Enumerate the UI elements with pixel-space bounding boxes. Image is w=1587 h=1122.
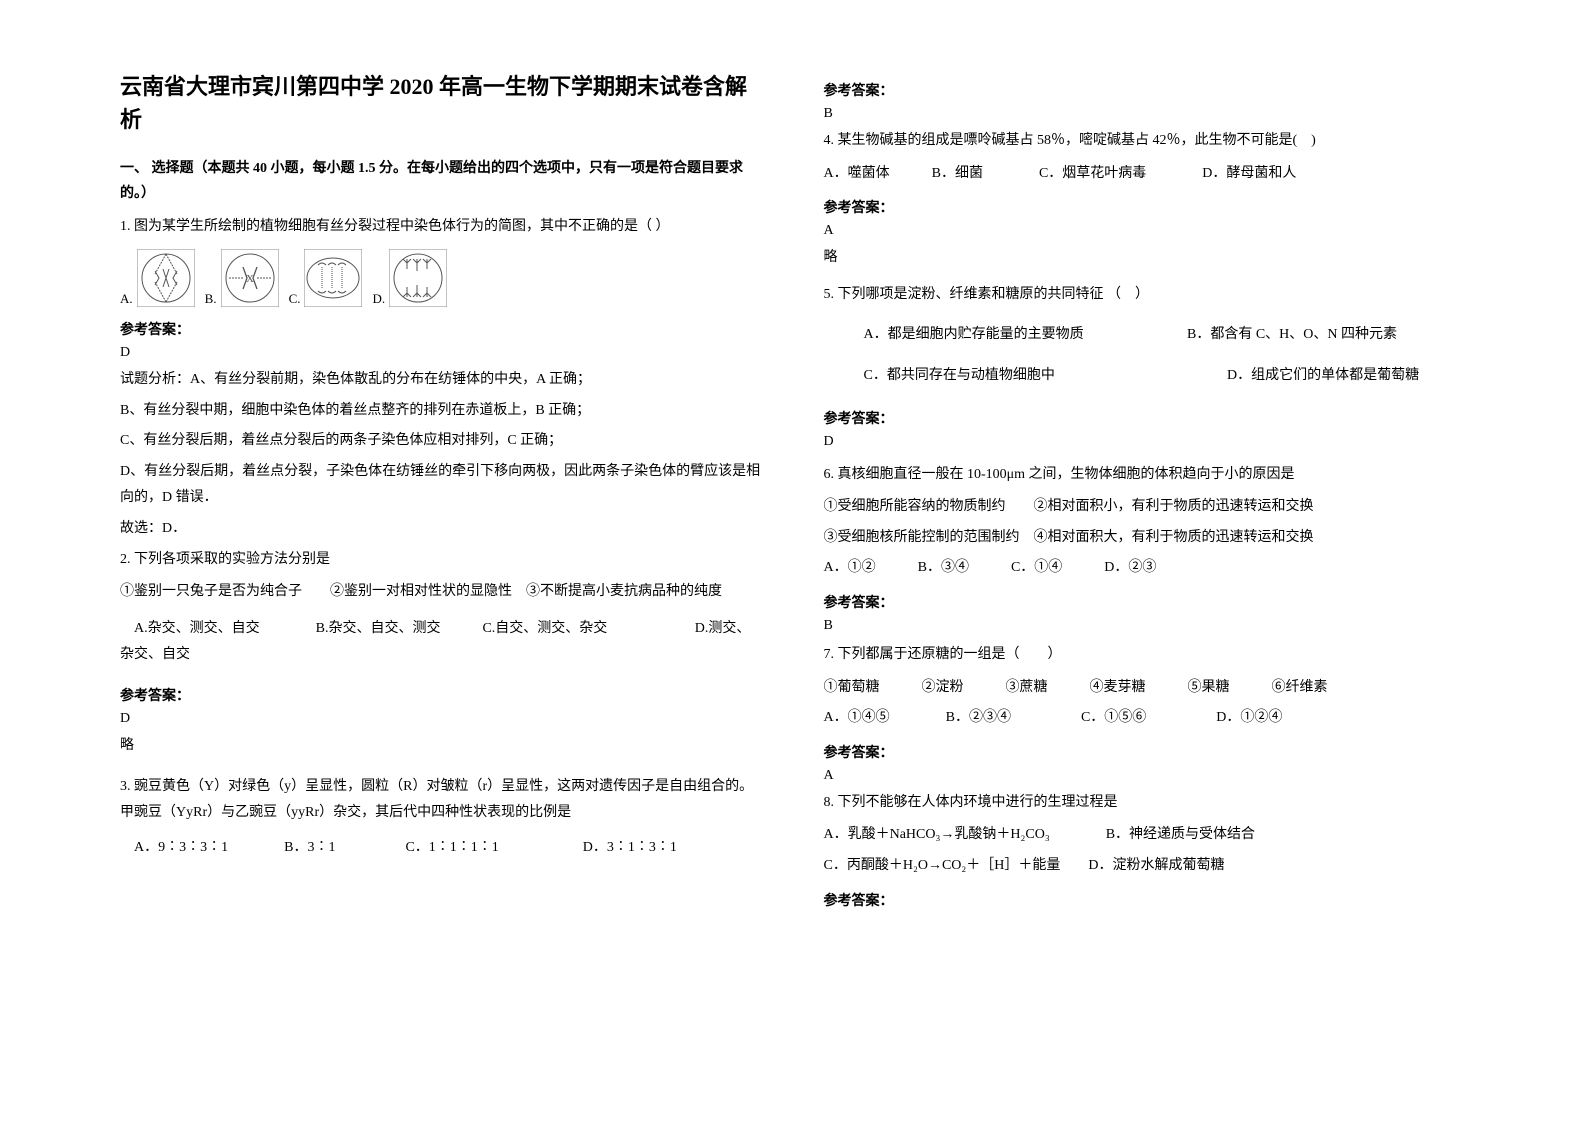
q1-answer-label: 参考答案： <box>120 319 764 339</box>
q1-text: 1. 图为某学生所绘制的植物细胞有丝分裂过程中染色体行为的简图，其中不正确的是（… <box>120 214 764 241</box>
q1-figure-c: C. <box>289 249 363 307</box>
q1-exp-3: D、有丝分裂后期，着丝点分裂，子染色体在纺锤丝的牵引下移向两极，因此两条子染色体… <box>120 459 764 512</box>
q6-line2: ③受细胞核所能控制的范围制约 ④相对面积大，有利于物质的迅速转运和交换 <box>824 525 1468 552</box>
section-1-heading: 一、 选择题（本题共 40 小题，每小题 1.5 分。在每小题给出的四个选项中，… <box>120 156 764 206</box>
q3-options: A．9∶3∶3∶1 B．3∶1 C．1∶1∶1∶1 D．3∶1∶3∶1 <box>120 835 764 862</box>
q8-line2: C．丙酮酸＋H₂O→CO₂＋［H］＋能量 D．淀粉水解成葡萄糖 <box>824 853 1468 880</box>
q1-exp-0: 试题分析：A、有丝分裂前期，染色体散乱的分布在纺锤体的中央，A 正确； <box>120 367 764 394</box>
q5-answer: D <box>824 434 1468 450</box>
document-title: 云南省大理市宾川第四中学 2020 年高一生物下学期期末试卷含解析 <box>120 70 764 136</box>
cell-diagram-d-icon <box>389 249 447 307</box>
q8-line1: A．乳酸＋NaHCO₃→乳酸钠＋H₂CO₃ B．神经递质与受体结合 <box>824 822 1468 849</box>
q1-answer: D <box>120 345 764 361</box>
q4-text: 4. 某生物碱基的组成是嘌呤碱基占 58％，嘧啶碱基占 42％，此生物不可能是(… <box>824 128 1468 155</box>
q7-answer: A <box>824 768 1468 784</box>
q1-exp-4: 故选：D． <box>120 516 764 543</box>
q5-opt-a: A．都是细胞内贮存能量的主要物质 <box>864 322 1184 349</box>
q6-answer: B <box>824 618 1468 634</box>
q4-extra: 略 <box>824 245 1468 272</box>
q5-text: 5. 下列哪项是淀粉、纤维素和糖原的共同特征 （ ） <box>824 282 1468 309</box>
q2-subtext: ①鉴别一只兔子是否为纯合子 ②鉴别一对相对性状的显隐性 ③不断提高小麦抗病品种的… <box>120 579 764 606</box>
cell-diagram-a-icon <box>137 249 195 307</box>
q5-opt-d: D．组成它们的单体都是葡萄糖 <box>1227 368 1419 383</box>
q1-figure-a: A. <box>120 249 195 307</box>
q4-answer-label: 参考答案： <box>824 197 1468 217</box>
q1-exp-1: B、有丝分裂中期，细胞中染色体的着丝点整齐的排列在赤道板上，B 正确； <box>120 398 764 425</box>
q2-extra: 略 <box>120 733 764 760</box>
svg-text:X: X <box>246 273 254 285</box>
q2-text: 2. 下列各项采取的实验方法分别是 <box>120 547 764 574</box>
cell-diagram-c-icon <box>304 249 362 307</box>
q4-answer: A <box>824 223 1468 239</box>
q5-row1: A．都是细胞内贮存能量的主要物质 B．都含有 C、H、O、N 四种元素 <box>824 322 1468 349</box>
q6-options: A．①② B．③④ C．①④ D．②③ <box>824 555 1468 582</box>
q7-options: A．①④⑤ B．②③④ C．①⑤⑥ D．①②④ <box>824 705 1468 732</box>
q1-figure-b: B. X <box>205 249 279 307</box>
q1-label-c: C. <box>289 291 301 307</box>
q1-figures: A. B. X <box>120 249 764 307</box>
right-column: 参考答案： B 4. 某生物碱基的组成是嘌呤碱基占 58％，嘧啶碱基占 42％，… <box>794 70 1488 1082</box>
q7-text: 7. 下列都属于还原糖的一组是（ ） <box>824 642 1468 669</box>
q3-text: 3. 豌豆黄色（Y）对绿色（y）呈显性，圆粒（R）对皱粒（r）呈显性，这两对遗传… <box>120 774 764 827</box>
left-column: 云南省大理市宾川第四中学 2020 年高一生物下学期期末试卷含解析 一、 选择题… <box>100 70 794 1082</box>
q7-answer-label: 参考答案： <box>824 742 1468 762</box>
q2-answer: D <box>120 711 764 727</box>
q5-answer-label: 参考答案： <box>824 408 1468 428</box>
q4-options: A．噬菌体 B．细菌 C．烟草花叶病毒 D．酵母菌和人 <box>824 161 1468 188</box>
q1-label-d: D. <box>372 291 385 307</box>
q6-text: 6. 真核细胞直径一般在 10-100μm 之间，生物体细胞的体积趋向于小的原因… <box>824 462 1468 489</box>
q3-answer-label: 参考答案： <box>824 80 1468 100</box>
q1-figure-d: D. <box>372 249 447 307</box>
q1-label-b: B. <box>205 291 217 307</box>
q7-line1: ①葡萄糖 ②淀粉 ③蔗糖 ④麦芽糖 ⑤果糖 ⑥纤维素 <box>824 675 1468 702</box>
cell-diagram-b-icon: X <box>221 249 279 307</box>
q8-answer-label: 参考答案： <box>824 890 1468 910</box>
q1-exp-2: C、有丝分裂后期，着丝点分裂后的两条子染色体应相对排列，C 正确； <box>120 428 764 455</box>
q6-answer-label: 参考答案： <box>824 592 1468 612</box>
q2-answer-label: 参考答案： <box>120 685 764 705</box>
q5-row2: C．都共同存在与动植物细胞中 D．组成它们的单体都是葡萄糖 <box>824 363 1468 390</box>
q5-opt-c: C．都共同存在与动植物细胞中 <box>864 363 1224 390</box>
q8-text: 8. 下列不能够在人体内环境中进行的生理过程是 <box>824 790 1468 817</box>
q3-answer: B <box>824 106 1468 122</box>
q6-line1: ①受细胞所能容纳的物质制约 ②相对面积小，有利于物质的迅速转运和交换 <box>824 494 1468 521</box>
q2-options: A.杂交、测交、自交 B.杂交、自交、测交 C.自交、测交、杂交 D.测交、杂交… <box>120 616 764 669</box>
q1-label-a: A. <box>120 291 133 307</box>
q5-opt-b: B．都含有 C、H、O、N 四种元素 <box>1187 327 1397 342</box>
